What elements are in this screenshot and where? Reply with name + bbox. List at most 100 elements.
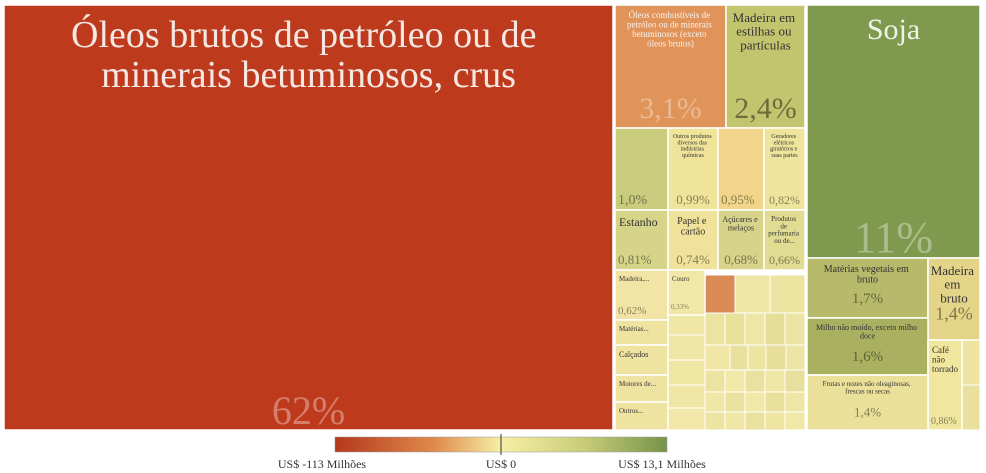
tile [614, 344, 669, 376]
tile-label: Óleos brutos de petróleo ou de minerais … [71, 14, 546, 96]
tile-label: Café não torrado [932, 345, 958, 374]
small-tile [747, 344, 767, 371]
tile-label: Matérias... [619, 325, 649, 333]
small-tile [764, 369, 786, 393]
small-tile [724, 391, 746, 413]
tile [927, 257, 981, 341]
small-tile [764, 391, 786, 413]
tile [614, 401, 669, 431]
small-tile [784, 369, 806, 393]
tile-label: Motores de... [619, 380, 656, 388]
small-tile [704, 344, 731, 371]
tile-value: 2,4% [734, 92, 797, 125]
tile-value: 1,7% [852, 291, 883, 307]
small-tile [784, 312, 806, 346]
small-tile [764, 312, 786, 346]
tile-value: 0,82% [769, 193, 800, 207]
tile [614, 4, 727, 129]
small-tile [744, 312, 766, 346]
small-tiles [667, 274, 981, 431]
small-tile [764, 411, 786, 431]
legend-zero: US$ 0 [486, 457, 516, 471]
tile-value: 1,4% [854, 404, 881, 419]
tile-label: Papel e cartão [677, 216, 709, 238]
tile [763, 209, 806, 271]
small-tile [784, 411, 806, 431]
small-tile [724, 411, 746, 431]
tile-value: 0,86% [931, 416, 957, 427]
tile-value: 11% [854, 213, 933, 262]
tile [667, 127, 719, 211]
small-tile [704, 312, 726, 346]
tile-label: Açúcares e melaços [722, 215, 759, 232]
tile-value: 62% [272, 388, 345, 433]
tile-label: Outros... [619, 407, 644, 415]
small-tile [667, 334, 706, 361]
small-tile [961, 339, 981, 386]
tile-value: 0,68% [724, 252, 758, 267]
tile-value: 0,33% [671, 303, 689, 311]
tile-label: Outros produtos diversos das indústrias … [673, 134, 713, 159]
small-tile [724, 312, 746, 346]
tile-value: 1,0% [618, 193, 648, 208]
tile-label: Produtos de perfumaria ou de... [768, 215, 800, 245]
tile [614, 269, 669, 321]
small-tile [667, 359, 706, 386]
tile-value: 1,4% [935, 304, 973, 324]
tile-label: Soja [867, 13, 920, 46]
small-tile [704, 391, 726, 413]
small-tile [785, 344, 806, 371]
small-tile [667, 384, 706, 409]
tile-label: Milho não moído, exceto milho doce [816, 323, 919, 340]
legend-min: US$ -113 Milhões [278, 457, 367, 471]
tile-value: 0,99% [676, 192, 710, 207]
small-tile [744, 411, 766, 431]
tile-value: 0,66% [769, 253, 800, 267]
tile [927, 339, 963, 431]
tile [614, 374, 669, 403]
small-tile [744, 369, 766, 393]
small-tile [729, 344, 749, 371]
tile-value: 0,81% [618, 252, 652, 267]
tile-label: Madeira em bruto [931, 263, 978, 305]
tile [725, 4, 806, 129]
tile-value: 0,74% [676, 252, 710, 267]
tile-label: Madeira,... [619, 275, 650, 283]
small-tile [704, 369, 726, 393]
tile-label: Óleos combustíveis de petróleo ou de min… [627, 10, 714, 48]
tiles: Óleos brutos de petróleo ou de minerais … [3, 4, 981, 433]
legend-max: US$ 13,1 Milhões [618, 457, 706, 471]
tile [3, 4, 614, 431]
tile-value: 3,1% [639, 92, 702, 125]
tile-value: 0,62% [618, 305, 646, 317]
tile-label: Estanho [619, 215, 658, 229]
tile-value: 0,95% [721, 192, 755, 207]
small-tile [724, 369, 746, 393]
small-tile [734, 274, 771, 314]
tile-label: Calçados [619, 350, 648, 359]
tile [717, 209, 765, 271]
small-tile [667, 407, 706, 431]
tile [806, 374, 929, 431]
small-tile [704, 274, 736, 314]
small-tile [784, 391, 806, 413]
small-tile [704, 411, 726, 431]
tile-value: 1,6% [852, 349, 883, 365]
small-tile [961, 384, 981, 431]
tile [667, 269, 706, 316]
small-tile [667, 314, 706, 336]
small-tile [744, 391, 766, 413]
tile-label: Geradores elétricos giratórios e suas pa… [770, 134, 799, 159]
tile-label: Frutas e nozes não oleaginosas, frescas … [823, 380, 913, 395]
tile [806, 4, 981, 259]
tile-label: Madeira em estilhas ou partículas [733, 10, 799, 52]
tile [806, 257, 929, 319]
tile [614, 319, 669, 346]
tile [614, 127, 669, 211]
tile [763, 127, 806, 211]
tile-label: Couro [672, 275, 690, 283]
small-tile [769, 274, 806, 314]
tile-label: Matérias vegetais em bruto [824, 264, 911, 286]
small-tile [765, 344, 787, 371]
